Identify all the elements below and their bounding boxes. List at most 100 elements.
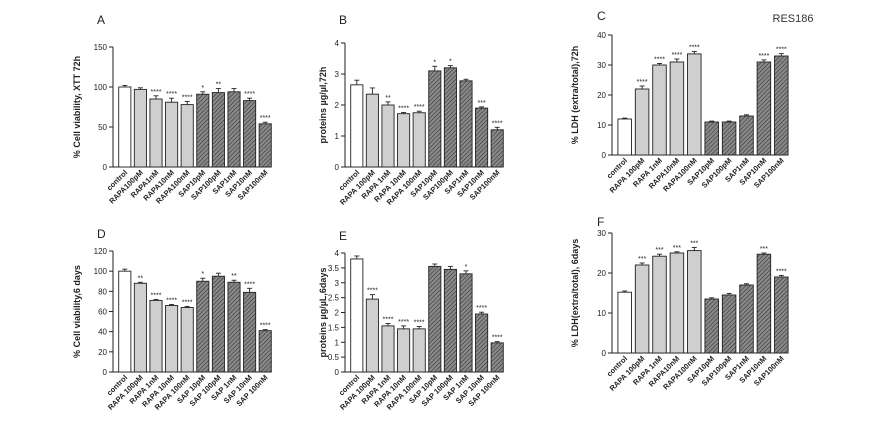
significance-label: *** — [690, 240, 698, 247]
significance-label: **** — [398, 319, 409, 326]
bar — [634, 88, 650, 156]
bar — [397, 113, 411, 168]
significance-label: *** — [673, 245, 681, 252]
significance-label: **** — [166, 297, 177, 304]
panel-letter: B — [339, 13, 347, 27]
bar — [443, 67, 457, 168]
panel-letter: A — [97, 13, 105, 27]
y-tick-label: 0 — [602, 349, 607, 358]
y-tick-label: 0 — [335, 368, 340, 377]
bar — [475, 107, 489, 168]
y-tick-label: 2.5 — [328, 294, 340, 303]
bar — [180, 104, 194, 168]
bar — [490, 129, 504, 168]
significance-label: **** — [492, 335, 503, 342]
significance-label: **** — [758, 53, 769, 60]
bar — [739, 115, 754, 156]
y-tick-label: 2 — [335, 101, 340, 110]
bar — [617, 118, 632, 156]
y-tick-label: 1 — [335, 338, 340, 347]
y-tick-label: 4 — [335, 249, 340, 258]
significance-label: **** — [244, 91, 255, 98]
significance-label: **** — [414, 104, 425, 111]
significance-label: **** — [260, 115, 271, 122]
significance-label: **** — [476, 305, 487, 312]
panel-letter: D — [97, 227, 106, 241]
bar — [211, 92, 225, 168]
y-axis-label: proteins µg/µl,72h — [318, 67, 328, 144]
y-axis-label: % LDH(extra/total), 6days — [570, 239, 580, 348]
y-axis-label: proteins µg/µL,6days — [318, 268, 328, 358]
bar — [739, 284, 754, 354]
significance-label: **** — [492, 120, 503, 127]
bar — [475, 313, 489, 373]
panel-letter: F — [597, 215, 604, 229]
y-tick-label: 120 — [94, 247, 108, 256]
bar — [365, 298, 379, 373]
significance-label: ** — [138, 275, 144, 282]
bar — [258, 330, 272, 373]
significance-label: **** — [776, 268, 787, 275]
bar — [149, 299, 163, 373]
y-tick-label: 2 — [335, 309, 340, 318]
bar — [459, 80, 473, 168]
bar — [412, 328, 426, 373]
bar — [721, 294, 737, 354]
y-tick-label: 10 — [597, 121, 606, 130]
y-tick-label: 10 — [597, 309, 606, 318]
significance-label: * — [465, 264, 468, 271]
cell-line-label: RES186 — [773, 13, 814, 25]
bar — [258, 123, 272, 168]
significance-label: **** — [166, 91, 177, 98]
significance-label: **** — [671, 52, 682, 59]
significance-label: **** — [244, 281, 255, 288]
bar — [165, 101, 179, 168]
significance-label: **** — [654, 57, 665, 64]
y-tick-label: 4 — [335, 39, 340, 48]
bar — [381, 104, 395, 168]
significance-label: *** — [478, 100, 486, 107]
significance-label: **** — [414, 319, 425, 326]
bar — [669, 252, 685, 354]
bar — [721, 121, 737, 156]
significance-label: **** — [776, 47, 787, 54]
bar — [428, 70, 442, 168]
bar — [227, 281, 241, 373]
bar — [180, 307, 194, 373]
y-tick-label: 30 — [597, 229, 606, 238]
bar — [149, 98, 163, 168]
bar — [704, 121, 719, 156]
significance-label: **** — [383, 317, 394, 324]
y-axis-label: % Cell viability,6 days — [72, 265, 82, 358]
bar — [774, 55, 789, 156]
bar — [350, 258, 364, 373]
bar — [243, 291, 257, 373]
bar — [165, 305, 179, 373]
bar — [459, 273, 473, 373]
bar — [211, 275, 225, 373]
bar — [687, 53, 702, 156]
bar — [118, 270, 132, 373]
bar — [381, 325, 395, 373]
y-tick-label: 1.5 — [328, 323, 340, 332]
bar — [687, 250, 702, 354]
significance-label: * — [201, 85, 204, 92]
y-axis-label: % LDH (extra/total),72h — [570, 46, 580, 145]
y-tick-label: 1 — [335, 132, 340, 141]
significance-label: **** — [689, 45, 700, 52]
bar — [443, 268, 457, 373]
y-tick-label: 3.5 — [328, 264, 340, 273]
y-tick-label: 0 — [602, 151, 607, 160]
y-axis-label: % Cell viability, XTT 72h — [72, 56, 82, 158]
bar — [243, 100, 257, 168]
bar — [756, 253, 772, 354]
y-tick-label: 80 — [98, 287, 107, 296]
bar — [196, 93, 210, 168]
bar — [634, 264, 650, 354]
